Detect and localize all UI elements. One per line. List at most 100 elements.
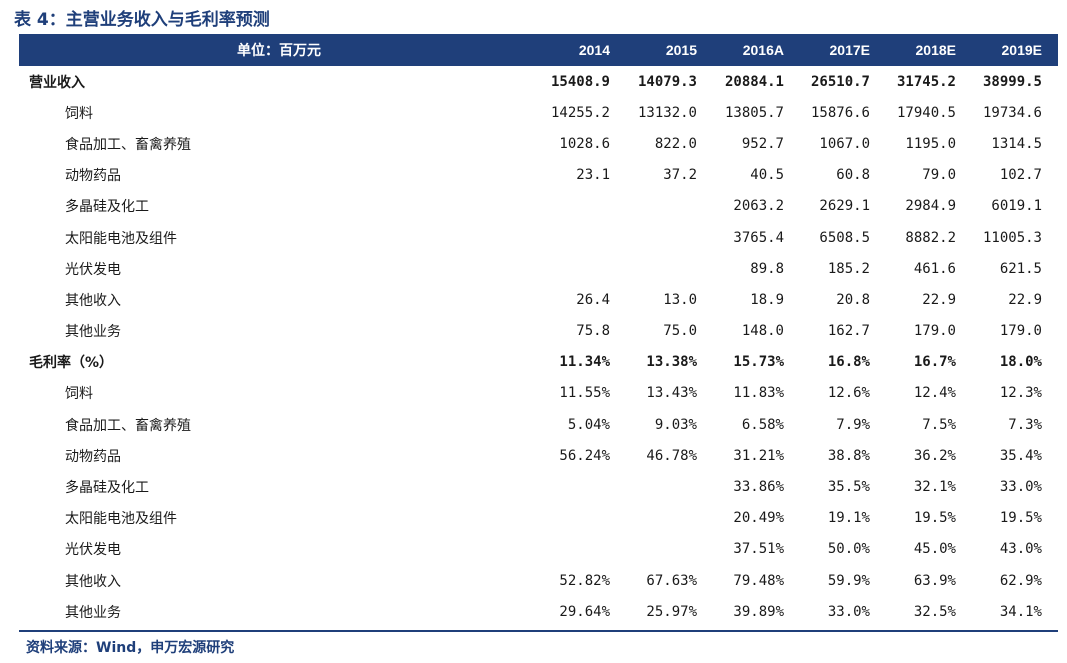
table-row: 其他收入 26.4 13.0 18.9 20.8 22.9 22.9 [19, 284, 1058, 315]
table-cell: 12.4% [913, 385, 956, 402]
table-cell: 13.38% [646, 354, 697, 371]
table-cell: 15.73% [733, 354, 784, 371]
row-label: 饲料 [65, 105, 93, 122]
table-cell [539, 471, 626, 502]
table-cell: 33.86% [733, 479, 784, 496]
row-label: 多晶硅及化工 [65, 199, 149, 216]
table-cell: 12.6% [827, 385, 870, 402]
row-label: 其他收入 [65, 292, 121, 309]
table-row: 太阳能电池及组件 20.49% 19.1% 19.5% 19.5% [19, 503, 1058, 534]
table-cell: 32.5% [913, 603, 956, 620]
table-cell: 13.0 [663, 291, 697, 308]
table-cell: 26.4 [576, 291, 610, 308]
table-cell: 59.9% [827, 572, 870, 589]
table-cell: 162.7 [827, 323, 870, 340]
table-cell: 67.63% [646, 572, 697, 589]
table-title: 表 4：主营业务收入与毛利率预测 [14, 10, 270, 30]
table-cell: 19734.6 [982, 104, 1042, 121]
table-cell: 2984.9 [905, 198, 956, 215]
table-cell: 43.0% [999, 541, 1042, 558]
table-row: 动物药品 23.1 37.2 40.5 60.8 79.0 102.7 [19, 160, 1058, 191]
row-label: 其他收入 [65, 573, 121, 590]
table-cell [539, 503, 626, 534]
table-cell: 22.9 [1008, 291, 1042, 308]
row-label: 食品加工、畜禽养殖 [65, 136, 191, 153]
table-section-row: 营业收入 15408.9 14079.3 20884.1 26510.7 31745.2 3… [19, 66, 1058, 97]
table-cell: 8882.2 [905, 229, 956, 246]
table-cell: 60.8 [836, 167, 870, 184]
table-cell: 1028.6 [559, 135, 610, 152]
table-cell [626, 253, 713, 284]
table-row: 食品加工、畜禽养殖 1028.6 822.0 952.7 1067.0 1195.0 131… [19, 128, 1058, 159]
table-row: 光伏发电 89.8 185.2 461.6 621.5 [19, 253, 1058, 284]
table-cell: 148.0 [741, 323, 784, 340]
table-cell: 16.8% [827, 354, 870, 371]
table-row: 其他业务 75.8 75.0 148.0 162.7 179.0 179.0 [19, 316, 1058, 347]
table-cell: 15408.9 [550, 73, 610, 90]
table-cell: 5.04% [567, 416, 610, 433]
table-cell [626, 471, 713, 502]
table-cell: 1195.0 [905, 135, 956, 152]
forecast-table: 单位：百万元 2014 2015 2016A 2017E 2018E 2019E… [19, 34, 1058, 627]
table-cell: 35.5% [827, 479, 870, 496]
table-cell: 12.3% [999, 385, 1042, 402]
table-cell: 7.3% [1008, 416, 1042, 433]
table-row: 多晶硅及化工 33.86% 35.5% 32.1% 33.0% [19, 471, 1058, 502]
table-cell: 11.83% [733, 385, 784, 402]
table-cell: 1067.0 [819, 135, 870, 152]
table-cell: 20.8 [836, 291, 870, 308]
table-cell: 37.2 [663, 167, 697, 184]
table-cell: 18.9 [750, 291, 784, 308]
table-cell: 2629.1 [819, 198, 870, 215]
year-header: 2016A [742, 42, 784, 58]
table-section-row: 毛利率（%） 11.34% 13.38% 15.73% 16.8% 16.7% 18.0% [19, 347, 1058, 378]
table-cell: 19.5% [999, 510, 1042, 527]
table-cell: 179.0 [913, 323, 956, 340]
row-label: 食品加工、畜禽养殖 [65, 417, 191, 434]
table-cell: 50.0% [827, 541, 870, 558]
table-cell: 7.5% [922, 416, 956, 433]
table-cell: 16.7% [913, 354, 956, 371]
year-header: 2014 [578, 42, 610, 58]
table-cell [539, 253, 626, 284]
table-cell: 20.49% [733, 510, 784, 527]
table-cell: 33.0% [999, 479, 1042, 496]
table-row: 饲料 11.55% 13.43% 11.83% 12.6% 12.4% 12.3% [19, 378, 1058, 409]
row-label: 多晶硅及化工 [65, 480, 149, 497]
table-cell: 39.89% [733, 603, 784, 620]
table-row: 饲料 14255.2 13132.0 13805.7 15876.6 17940.5 197… [19, 97, 1058, 128]
table-cell: 17940.5 [896, 104, 956, 121]
table-cell: 14079.3 [637, 73, 697, 90]
table-cell: 52.82% [559, 572, 610, 589]
table-row: 光伏发电 37.51% 50.0% 45.0% 43.0% [19, 534, 1058, 565]
row-label: 光伏发电 [65, 261, 121, 278]
table-cell: 31.21% [733, 447, 784, 464]
unit-header: 单位：百万元 [237, 42, 321, 58]
table-cell [626, 222, 713, 253]
year-header: 2018E [915, 42, 956, 58]
table-cell: 14255.2 [550, 104, 610, 121]
table-cell [626, 191, 713, 222]
table-cell: 79.0 [922, 167, 956, 184]
table-cell: 75.0 [663, 323, 697, 340]
table-cell: 6.58% [741, 416, 784, 433]
table-cell: 11.55% [559, 385, 610, 402]
table-cell: 952.7 [741, 135, 784, 152]
table-row: 食品加工、畜禽养殖 5.04% 9.03% 6.58% 7.9% 7.5% 7.3% [19, 409, 1058, 440]
table-cell: 20884.1 [724, 73, 784, 90]
table-cell: 11.34% [559, 354, 610, 371]
table-cell: 2063.2 [733, 198, 784, 215]
table-cell: 102.7 [999, 167, 1042, 184]
table-cell: 185.2 [827, 260, 870, 277]
table-body: 营业收入 15408.9 14079.3 20884.1 26510.7 31745.2 3… [19, 66, 1058, 627]
table-cell: 40.5 [750, 167, 784, 184]
table-cell: 63.9% [913, 572, 956, 589]
table-cell: 13.43% [646, 385, 697, 402]
row-label: 其他业务 [65, 324, 121, 341]
row-label: 动物药品 [65, 448, 121, 465]
table-cell [539, 191, 626, 222]
table-cell: 33.0% [827, 603, 870, 620]
table-cell: 822.0 [654, 135, 697, 152]
table-cell: 179.0 [999, 323, 1042, 340]
table-cell: 1314.5 [991, 135, 1042, 152]
